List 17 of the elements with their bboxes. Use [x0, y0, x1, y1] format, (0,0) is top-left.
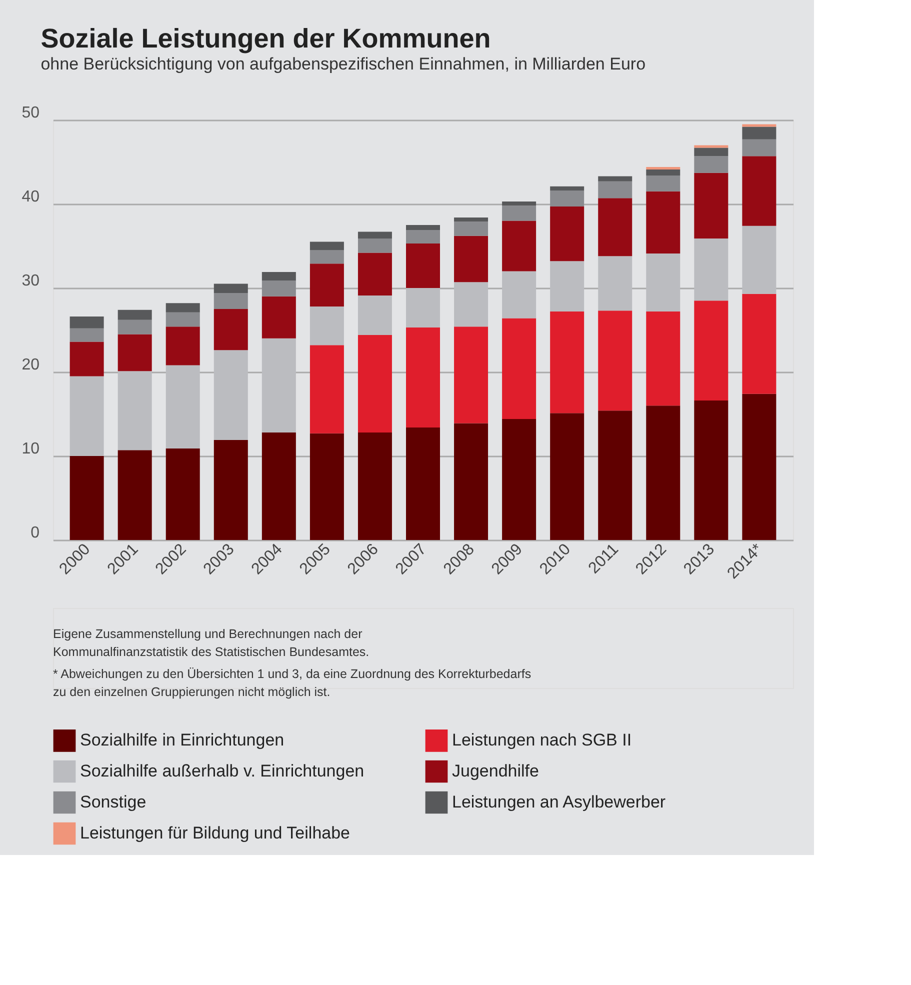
legend-label: Sonstige — [80, 792, 146, 812]
text: Eigene Zusammenstellung und Berechnungen nach der Kommunalfinanzstatistik des Statistischen Bundesamtes. — [53, 627, 370, 659]
legend-label: Leistungen für Bildung und Teilhabe — [80, 824, 350, 842]
y-tick-label: 0 — [30, 524, 40, 542]
text: * Abweichungen zu den Übersichten 1 und 3, da eine Zuordnung des Korrekturbedarfs zu den einzelnen Gruppierungen nicht möglich ist. — [53, 667, 532, 699]
legend-label: Jugendhilfe — [452, 762, 539, 780]
legend-label: Sozialhilfe außerhalb v. Einrichtungen — [80, 762, 364, 780]
chart-title: Soziale Leistungen der Kommunen — [40, 24, 491, 54]
legend-label: Leistungen an Asylbewerber — [452, 792, 666, 812]
legend-label: Leistungen nach SGB II — [452, 730, 632, 750]
y-tick-label: 40 — [22, 188, 40, 206]
chart-subtitle: ohne Berücksichtigung von aufgabenspezifischen Einnahmen, in Milliarden Euro — [40, 54, 646, 74]
y-tick-label: 30 — [22, 272, 40, 290]
y-tick-label: 50 — [22, 104, 40, 122]
y-tick-label: 20 — [22, 356, 40, 374]
legend-label: Sozialhilfe in Einrichtungen — [80, 730, 284, 750]
y-tick-label: 10 — [22, 440, 40, 458]
